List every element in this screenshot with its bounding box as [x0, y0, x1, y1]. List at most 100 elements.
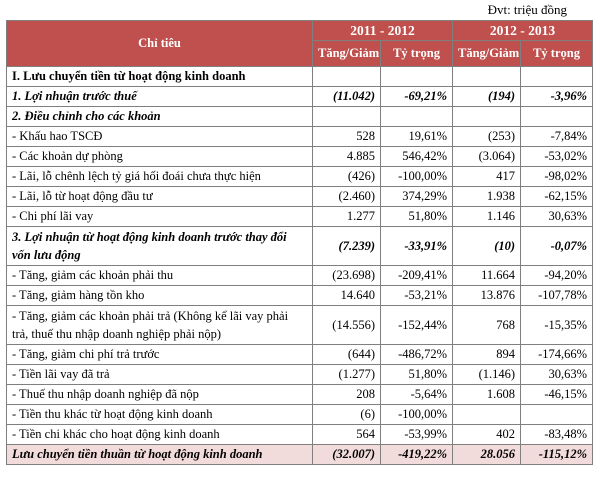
cell-change-2: 894: [452, 344, 522, 365]
cell-share-2: 30,63%: [520, 206, 594, 227]
table-row: - Chi phí lãi vay 1.277 51,80% 1.146 30,…: [6, 206, 594, 227]
cell-share-2: -62,15%: [520, 186, 594, 207]
cell-share-1: -5,64%: [379, 384, 454, 405]
cell-share-2: -115,12%: [520, 444, 594, 465]
cell-change-1: (644): [312, 344, 381, 365]
total-row: Lưu chuyển tiền thuần từ hoạt động kinh …: [6, 444, 594, 465]
cell-change-2: 11.664: [452, 265, 522, 286]
cell-change-2: (10): [452, 226, 522, 266]
cell-share-2: -83,48%: [520, 424, 594, 445]
cell-change-2: (194): [452, 86, 522, 107]
table-row: 3. Lợi nhuận từ hoạt động kinh doanh trư…: [6, 226, 594, 266]
header-share-2: Tỷ trọng: [520, 40, 594, 67]
cell-share-1: -53,21%: [379, 285, 454, 306]
cell-share-2: -107,78%: [520, 285, 594, 306]
row-label: - Thuế thu nhập doanh nghiệp đã nộp: [6, 384, 313, 405]
cell-share-2: -0,07%: [520, 226, 594, 266]
cell-change-2: 1.938: [452, 186, 522, 207]
header-period-1: 2011 - 2012: [311, 20, 454, 41]
table-row: I. Lưu chuyển tiền từ hoạt động kinh doa…: [6, 66, 594, 87]
cell-share-1: 546,42%: [379, 146, 454, 167]
cell-share-1: 51,80%: [379, 364, 454, 385]
row-label: - Tiền chi khác cho hoạt động kinh doanh: [6, 424, 313, 445]
table-row: - Lãi, lỗ chênh lệch tỷ giá hối đoái chư…: [6, 166, 594, 187]
table-row: - Tiền chi khác cho hoạt động kinh doanh…: [6, 424, 594, 445]
cell-share-2: -174,66%: [520, 344, 594, 365]
cell-change-2: [452, 66, 522, 87]
row-label: 1. Lợi nhuận trước thuế: [6, 86, 313, 107]
cell-share-1: -100,00%: [379, 166, 454, 187]
cell-share-2: -15,35%: [520, 305, 594, 345]
cell-share-1: -33,91%: [379, 226, 454, 266]
row-label: - Khấu hao TSCĐ: [6, 126, 313, 147]
cell-share-1: 51,80%: [379, 206, 454, 227]
cell-change-1: (23.698): [312, 265, 381, 286]
row-label: - Tăng, giảm các khoản phải thu: [6, 265, 313, 286]
cell-change-1: (11.042): [312, 86, 381, 107]
row-label: - Lãi, lỗ chênh lệch tỷ giá hối đoái chư…: [6, 166, 313, 187]
row-label: - Các khoản dự phòng: [6, 146, 313, 167]
cell-change-2: (1.146): [452, 364, 522, 385]
row-label: - Tăng, giảm các khoản phải trả (Không k…: [6, 305, 313, 345]
cell-share-2: -94,20%: [520, 265, 594, 286]
cell-share-2: 30,63%: [520, 364, 594, 385]
cell-change-2: (3.064): [452, 146, 522, 167]
cell-change-2: [452, 404, 522, 425]
cell-share-2: -46,15%: [520, 384, 594, 405]
cell-share-1: [379, 106, 454, 127]
cell-change-1: (2.460): [312, 186, 381, 207]
cell-change-2: 417: [452, 166, 522, 187]
cell-change-2: 1.146: [452, 206, 522, 227]
cell-change-2: 13.876: [452, 285, 522, 306]
header-period-2: 2012 - 2013: [452, 20, 594, 41]
header-change-1: Tăng/Giảm: [312, 40, 381, 67]
row-label: - Lãi, lỗ từ hoạt động đầu tư: [6, 186, 313, 207]
table-row: - Khấu hao TSCĐ 528 19,61% (253) -7,84%: [6, 126, 594, 147]
table-row: - Tăng, giảm hàng tồn kho 14.640 -53,21%…: [6, 285, 594, 306]
cell-share-1: -69,21%: [379, 86, 454, 107]
cell-change-1: 208: [312, 384, 381, 405]
table-row: 2. Điều chỉnh cho các khoản: [6, 106, 594, 127]
cell-share-1: 19,61%: [379, 126, 454, 147]
table-row: - Tăng, giảm các khoản phải trả (Không k…: [6, 305, 594, 345]
cell-share-1: [379, 66, 454, 87]
cell-change-1: 4.885: [312, 146, 381, 167]
table-row: 1. Lợi nhuận trước thuế (11.042) -69,21%…: [6, 86, 594, 107]
cell-change-1: [312, 106, 381, 127]
cell-share-2: [520, 106, 594, 127]
row-label: - Chi phí lãi vay: [6, 206, 313, 227]
cell-change-2: 768: [452, 305, 522, 345]
table-row: - Lãi, lỗ từ hoạt động đầu tư (2.460) 37…: [6, 186, 594, 207]
row-label: Lưu chuyển tiền thuần từ hoạt động kinh …: [6, 444, 313, 465]
table-row: - Tăng, giảm chi phí trả trước (644) -48…: [6, 344, 594, 365]
cell-share-1: -419,22%: [379, 444, 454, 465]
header-col-label: Chỉ tiêu: [6, 20, 313, 67]
cell-change-2: [452, 106, 522, 127]
cell-change-1: (426): [312, 166, 381, 187]
cell-share-1: -100,00%: [379, 404, 454, 425]
row-label: - Tăng, giảm hàng tồn kho: [6, 285, 313, 306]
cell-change-1: [312, 66, 381, 87]
row-label: 3. Lợi nhuận từ hoạt động kinh doanh trư…: [6, 226, 313, 266]
cell-share-1: -209,41%: [379, 265, 454, 286]
cell-share-2: -3,96%: [520, 86, 594, 107]
cell-change-2: 402: [452, 424, 522, 445]
cell-change-2: 28.056: [452, 444, 522, 465]
cell-change-2: (253): [452, 126, 522, 147]
row-label: I. Lưu chuyển tiền từ hoạt động kinh doa…: [6, 66, 313, 87]
cell-share-1: -486,72%: [379, 344, 454, 365]
unit-note-bar: Đvt: triệu đồng: [0, 0, 598, 20]
cell-change-1: (7.239): [312, 226, 381, 266]
cell-change-1: 1.277: [312, 206, 381, 227]
table-row: - Tiền thu khác từ hoạt động kinh doanh …: [6, 404, 594, 425]
cell-share-2: -53,02%: [520, 146, 594, 167]
table-row: - Tăng, giảm các khoản phải thu (23.698)…: [6, 265, 594, 286]
cell-change-1: (32.007): [312, 444, 381, 465]
cell-change-1: 14.640: [312, 285, 381, 306]
cell-share-1: 374,29%: [379, 186, 454, 207]
cell-change-1: (14.556): [312, 305, 381, 345]
row-label: 2. Điều chỉnh cho các khoản: [6, 106, 313, 127]
table-row: - Tiền lãi vay đã trả (1.277) 51,80% (1.…: [6, 364, 594, 385]
cell-share-1: -152,44%: [379, 305, 454, 345]
unit-note: Đvt: triệu đồng: [487, 2, 567, 17]
